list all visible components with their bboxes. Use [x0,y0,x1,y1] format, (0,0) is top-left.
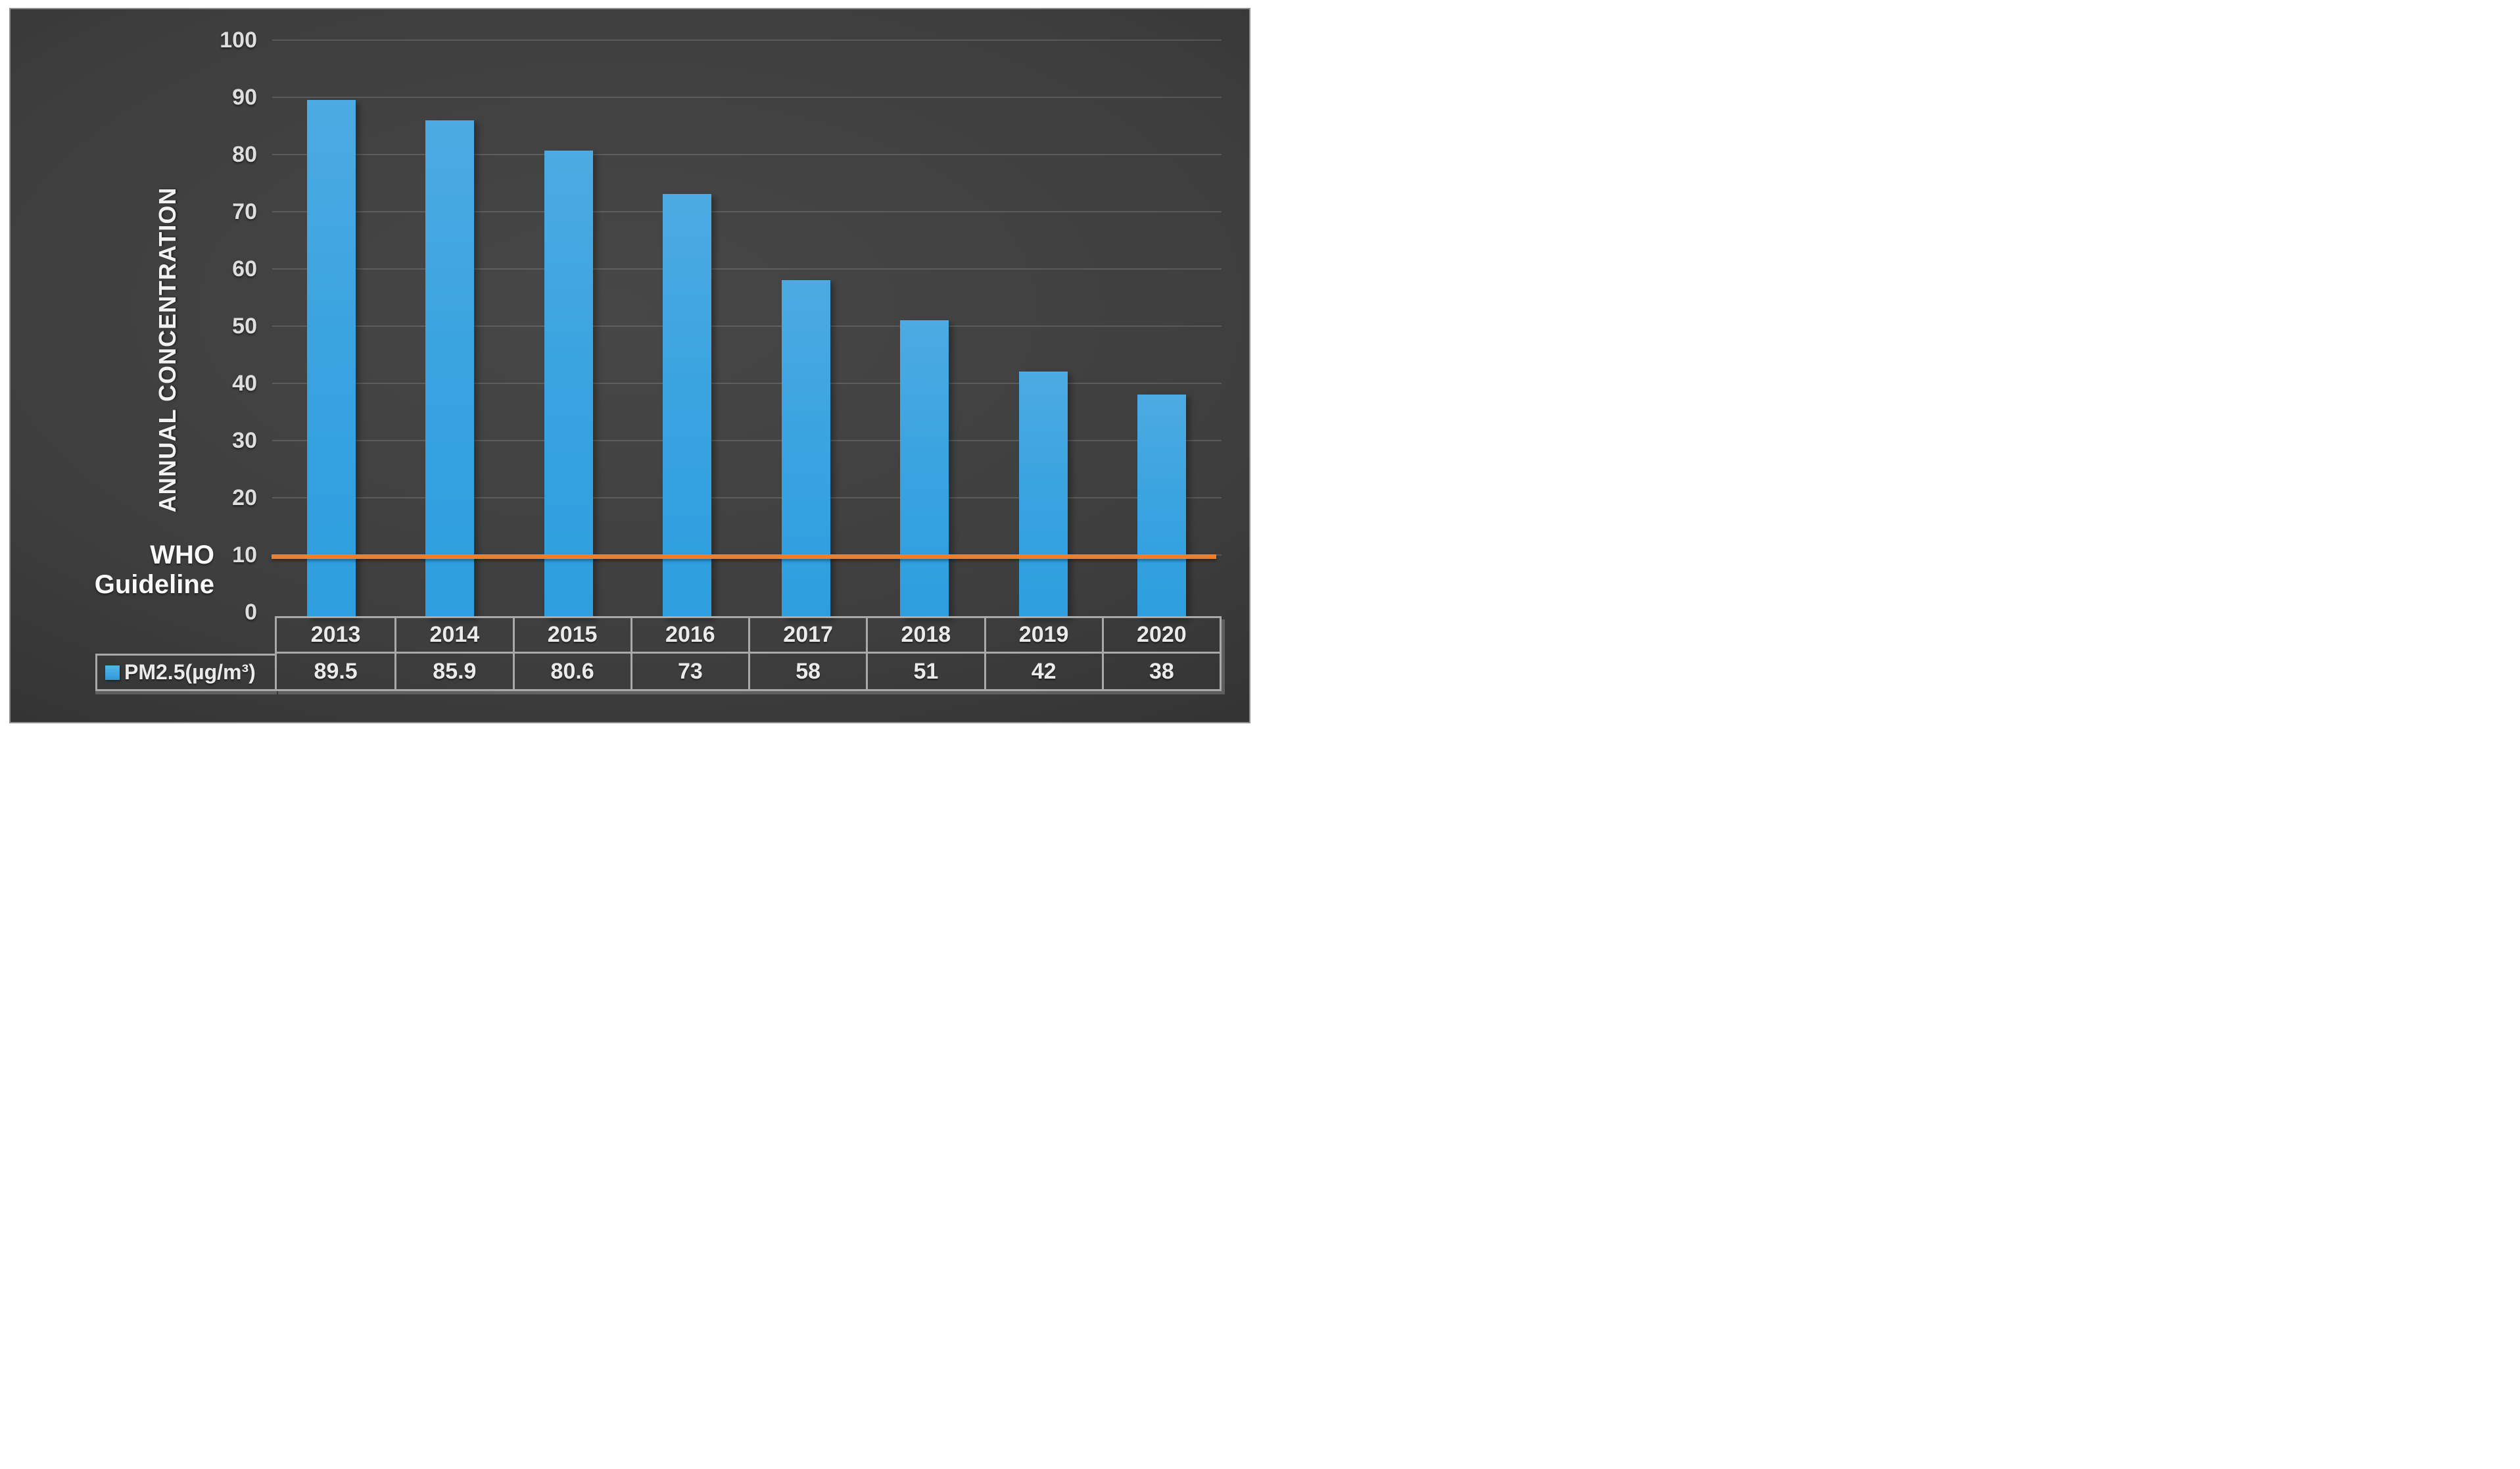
value-cell-2015: 80.6 [512,654,630,689]
y-axis-title: ANNUAL CONCENTRATION [154,187,181,513]
gridline-30 [272,439,1222,441]
legend-swatch-icon [105,665,120,680]
y-tick-20: 20 [232,485,257,510]
gridline-60 [272,268,1222,270]
who-guideline-label: WHO Guideline [37,541,214,600]
y-tick-80: 80 [232,141,257,167]
y-tick-0: 0 [245,599,257,625]
year-cell-2015: 2015 [512,618,630,654]
year-cell-2019: 2019 [984,618,1102,654]
y-tick-10: 10 [232,542,257,567]
gridline-20 [272,496,1222,498]
gridline-80 [272,153,1222,155]
y-tick-40: 40 [232,370,257,396]
y-tick-50: 50 [232,313,257,339]
gridline-50 [272,325,1222,327]
bar-2015 [544,151,593,618]
value-cell-2014: 85.9 [394,654,512,689]
who-guideline-line [272,554,1216,559]
gridline-70 [272,210,1222,212]
value-cell-2017: 58 [748,654,866,689]
gridline-40 [272,382,1222,384]
y-tick-100: 100 [220,27,257,53]
bar-2019 [1018,372,1068,618]
y-tick-60: 60 [232,256,257,281]
legend-series-label: PM2.5(µg/m³) [124,660,256,684]
legend-cell: PM2.5(µg/m³) [95,654,277,691]
pm25-bar-chart: { "chart_data": { "type": "bar", "title"… [0,0,1260,734]
value-cell-2019: 42 [984,654,1102,689]
chart-panel: 100 90 80 70 60 50 40 30 20 10 0 ANNUAL CONCENTRAT… [9,8,1250,723]
y-tick-30: 30 [232,427,257,453]
gridline-100 [272,39,1222,41]
value-cell-2016: 73 [630,654,748,689]
bar-2018 [900,320,949,618]
value-cell-2018: 51 [866,654,984,689]
year-cell-2017: 2017 [748,618,867,654]
bar-2014 [425,120,475,618]
who-guideline-label-line1: WHO [150,541,214,569]
year-cell-2016: 2016 [630,618,748,654]
year-cell-2014: 2014 [394,618,513,654]
data-table: 2013 2014 2015 2016 2017 2018 2019 2020 89.5 85.9… [275,616,1222,691]
year-cell-2013: 2013 [277,618,395,654]
value-cell-2013: 89.5 [314,658,358,684]
y-tick-90: 90 [232,84,257,110]
bar-2013 [306,99,356,618]
year-cell-2018: 2018 [866,618,984,654]
year-cell-2020: 2020 [1101,618,1220,654]
who-guideline-label-line2: Guideline [94,570,214,599]
gridline-90 [272,96,1222,98]
y-tick-70: 70 [232,199,257,224]
bar-2020 [1137,394,1187,618]
bar-2016 [663,194,712,618]
value-cell-2020: 38 [1101,654,1220,689]
bar-2017 [781,279,830,618]
